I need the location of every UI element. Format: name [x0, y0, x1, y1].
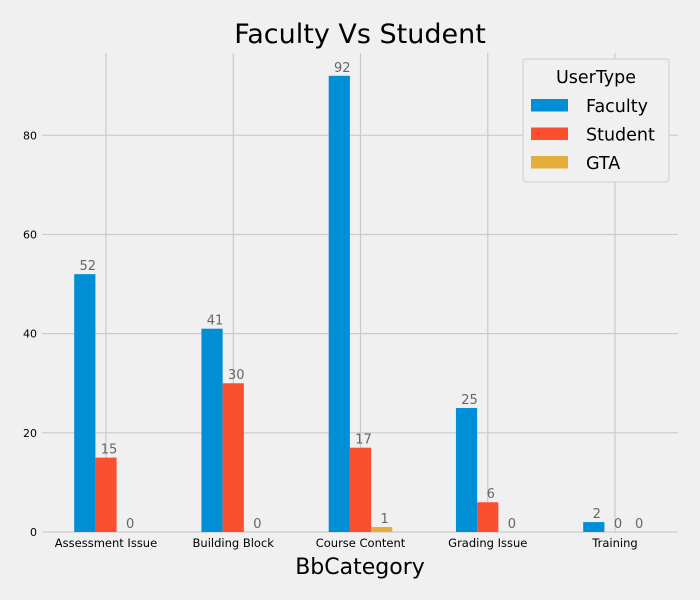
- bar: [74, 274, 96, 532]
- legend-entry: Faculty: [586, 97, 648, 117]
- legend-entry: GTA: [586, 154, 620, 174]
- data-label: 92: [334, 61, 351, 76]
- legend-swatch: [531, 99, 568, 112]
- legend-title: UserType: [556, 68, 636, 88]
- x-tick-label: Training: [591, 536, 637, 550]
- bar: [455, 408, 478, 532]
- y-tick-label: 60: [23, 228, 37, 241]
- x-tick-label: Assessment Issue: [55, 536, 157, 550]
- legend: UserType Faculty Student GTA: [522, 58, 670, 183]
- y-tick-label: 40: [23, 328, 37, 341]
- bar: [328, 75, 350, 533]
- legend-swatch: [531, 156, 568, 169]
- data-label: 15: [101, 443, 118, 458]
- x-axis: Assessment Issue Building Block Course Con…: [55, 536, 638, 550]
- data-label: 0: [508, 517, 516, 532]
- bar: [201, 328, 223, 532]
- y-tick-label: 0: [30, 526, 37, 539]
- data-label: 52: [80, 259, 97, 274]
- y-tick-label: 20: [23, 427, 37, 440]
- bar: [349, 447, 372, 532]
- bars: [74, 75, 605, 533]
- data-label: 0: [253, 517, 261, 532]
- x-axis-label: BbCategory: [295, 555, 425, 580]
- data-label: 30: [228, 368, 245, 383]
- bar: [371, 527, 393, 532]
- data-label: 41: [207, 314, 224, 329]
- data-label: 0: [126, 517, 134, 532]
- data-label: 2: [593, 507, 601, 522]
- legend-entry: Student: [586, 126, 655, 146]
- legend-swatch: [531, 127, 568, 140]
- y-tick-label: 80: [23, 129, 37, 142]
- bar: [477, 502, 499, 532]
- legend-box: [522, 58, 670, 183]
- x-tick-label: Grading Issue: [448, 536, 527, 550]
- bar: [95, 457, 117, 532]
- y-axis: 0 20 40 60 80: [23, 129, 37, 539]
- data-label: 0: [614, 517, 622, 532]
- x-tick-label: Building Block: [193, 536, 275, 550]
- data-label: 1: [381, 512, 389, 527]
- x-tick-label: Course Content: [316, 536, 406, 550]
- data-label: 17: [355, 433, 372, 448]
- data-label: 25: [461, 393, 478, 408]
- chart-title: Faculty Vs Student: [234, 19, 486, 50]
- data-label: 6: [487, 487, 495, 502]
- bar: [583, 522, 605, 532]
- bar: [222, 383, 244, 532]
- data-label: 0: [635, 517, 643, 532]
